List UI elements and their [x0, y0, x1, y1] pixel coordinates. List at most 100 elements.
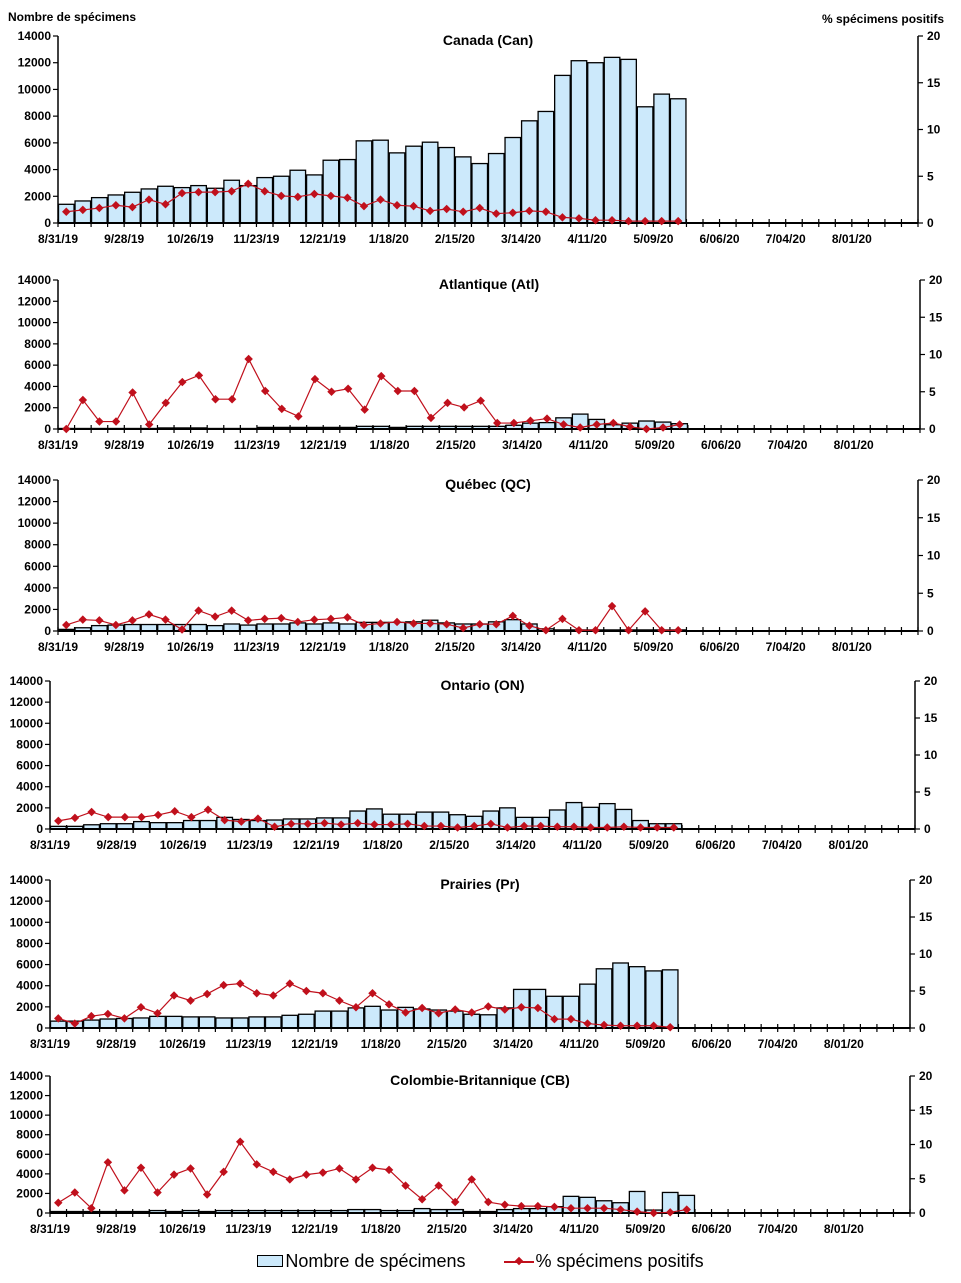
y-tick-label: 10000 — [18, 82, 52, 96]
y2-tick-label: 10 — [927, 123, 941, 137]
x-tick-label: 10/26/19 — [167, 232, 214, 246]
y2-tick-label: 20 — [919, 873, 933, 887]
positive-point — [675, 420, 684, 429]
bar — [305, 623, 323, 632]
x-tick-label: 11/23/19 — [227, 838, 273, 852]
x-tick-label: 7/04/20 — [767, 438, 807, 452]
chart-title: Canada (Can) — [443, 32, 533, 48]
x-tick-label: 11/23/19 — [233, 232, 279, 246]
legend-bar-swatch-icon — [257, 1255, 284, 1267]
positive-point — [384, 1000, 394, 1009]
x-tick-label: 7/04/20 — [762, 838, 802, 852]
x-tick-label: 2/15/20 — [435, 640, 475, 654]
x-tick-label: 6/06/20 — [695, 838, 735, 852]
positive-point — [493, 418, 502, 428]
bar — [479, 1014, 497, 1029]
chart-title: Colombie-Britannique (CB) — [390, 1072, 570, 1088]
positive-point — [503, 823, 512, 832]
y-tick-label: 8000 — [16, 737, 43, 751]
positive-point — [425, 619, 435, 628]
x-tick-label: 1/18/20 — [361, 1222, 401, 1236]
x-tick-label: 4/11/20 — [563, 838, 603, 852]
positive-point — [210, 612, 220, 621]
positive-point — [392, 617, 402, 627]
x-tick-label: 3/14/20 — [501, 640, 541, 654]
y-tick-label: 8000 — [16, 936, 43, 950]
positive-point — [417, 1003, 427, 1013]
y2-tick-label: 10 — [919, 947, 933, 961]
x-tick-label: 6/06/20 — [701, 438, 741, 452]
positive-point — [87, 1011, 96, 1021]
positive-point — [153, 810, 163, 820]
positive-point — [144, 610, 154, 619]
positive-point — [665, 1208, 675, 1217]
y-tick-label: 4000 — [16, 979, 43, 993]
bar — [339, 158, 356, 224]
y-tick-label: 10000 — [10, 1108, 44, 1122]
y2-tick-label: 5 — [927, 586, 934, 600]
x-tick-label: 9/28/19 — [104, 232, 144, 246]
bar — [405, 145, 422, 224]
positive-point — [95, 417, 104, 426]
positive-point — [111, 620, 121, 630]
positive-point — [599, 1203, 609, 1213]
positive-point — [335, 996, 344, 1005]
positive-point — [153, 1008, 162, 1018]
x-tick-label: 12/21/19 — [291, 1037, 338, 1051]
positive-point — [458, 623, 468, 633]
positive-point — [136, 1163, 146, 1173]
y2-tick-label: 0 — [919, 1206, 926, 1220]
positive-point — [335, 1164, 344, 1173]
positive-point — [673, 626, 683, 635]
chart-svg: Atlantique (Atl) 0 2000 4000 6000 8000 10000 12… — [18, 273, 943, 452]
x-tick-label: 10/26/19 — [160, 838, 207, 852]
positive-point — [566, 1203, 576, 1213]
x-tick-label: 12/21/19 — [293, 838, 340, 852]
bar — [636, 106, 654, 224]
y-tick-label: 12000 — [10, 1089, 44, 1103]
positive-point — [153, 1188, 162, 1197]
x-tick-label: 9/28/19 — [96, 1222, 136, 1236]
right-axis-title: % spécimens positifs — [822, 12, 945, 26]
positive-point — [144, 420, 154, 429]
x-tick-label: 12/21/19 — [291, 1222, 338, 1236]
x-tick-label: 5/09/20 — [633, 640, 673, 654]
y-tick-label: 14000 — [18, 29, 52, 43]
x-tick-label: 8/01/20 — [832, 640, 872, 654]
positive-point — [111, 200, 121, 210]
positive-point — [187, 812, 196, 822]
y-tick-label: 0 — [36, 1021, 43, 1035]
bar — [587, 62, 604, 224]
positive-point — [442, 204, 451, 214]
x-tick-label: 5/09/20 — [633, 232, 673, 246]
positive-point — [277, 613, 286, 623]
x-tick-label: 3/14/20 — [501, 232, 541, 246]
positive-point — [450, 1197, 460, 1207]
y-tick-label: 0 — [44, 216, 51, 230]
positive-point — [484, 1002, 493, 1011]
positive-point — [467, 1008, 476, 1017]
positive-point — [269, 1167, 278, 1177]
positive-point — [492, 619, 501, 629]
chart-panel: Atlantique (Atl) 0 2000 4000 6000 8000 10000 12… — [0, 272, 961, 462]
bar — [149, 1015, 166, 1029]
y-tick-label: 14000 — [10, 873, 44, 887]
positive-point — [326, 614, 336, 624]
bar — [380, 1009, 398, 1029]
bar — [198, 1016, 216, 1029]
y-tick-label: 2000 — [24, 401, 51, 415]
chart-title: Québec (QC) — [445, 476, 531, 492]
y-tick-label: 8000 — [24, 337, 51, 351]
positive-point — [426, 413, 436, 423]
positive-point — [458, 207, 468, 217]
bar — [272, 623, 290, 632]
positive-point — [260, 614, 269, 624]
positive-point — [203, 805, 213, 815]
positive-point — [410, 386, 419, 396]
x-tick-label: 4/11/20 — [560, 1222, 600, 1236]
x-tick-label: 6/06/20 — [692, 1222, 732, 1236]
positive-point — [553, 822, 562, 832]
x-tick-label: 8/31/19 — [30, 1037, 70, 1051]
bar — [223, 179, 241, 224]
y-tick-label: 6000 — [16, 1147, 43, 1161]
